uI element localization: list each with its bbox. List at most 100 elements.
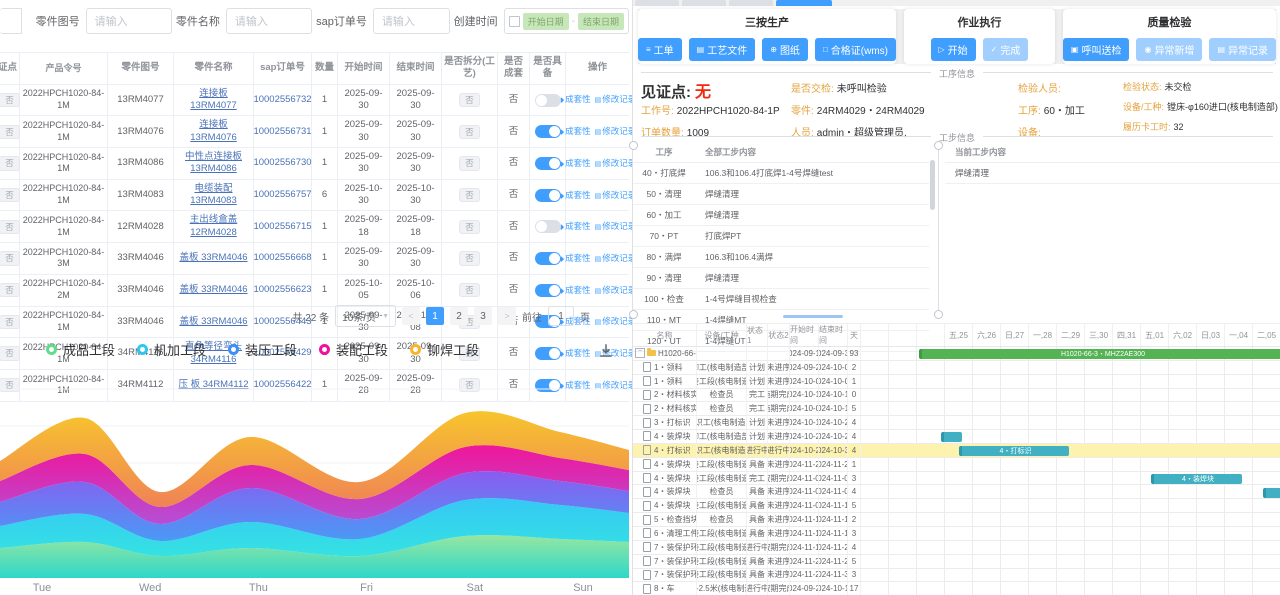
step-row[interactable]: 50・清理 焊缝清理	[633, 184, 929, 205]
tab-2[interactable]	[682, 0, 726, 6]
button-异常记录[interactable]: ▤ 异常记录	[1209, 38, 1276, 61]
action-link-edit-record[interactable]: ▤修改记录	[594, 379, 637, 390]
ready-toggle[interactable]	[534, 283, 561, 297]
horizontal-scrollbar-thumb[interactable]	[783, 315, 843, 318]
collapse-icon[interactable]: −	[635, 348, 645, 359]
split-badge-button[interactable]: 否	[459, 346, 480, 361]
legend-item-机加工段[interactable]: 机加工段	[137, 340, 206, 359]
action-link-edit-record[interactable]: ▤修改记录	[594, 221, 637, 232]
gantt-row[interactable]: 4・装焊块焊接工段(核电制造部)具备未进序2024-11-092024-11-1…	[633, 499, 1280, 514]
gantt-row[interactable]: 2・材料核实检查员完工拖期完成2024-10-102024-10-100	[633, 388, 1280, 403]
gantt-row[interactable]: 4・装焊块焊接工段(核电制造部)完工按期完成2024-11-022024-11-…	[633, 471, 1280, 486]
button-开始[interactable]: ▷ 开始	[930, 38, 976, 61]
part-name-input[interactable]: 请输入	[225, 8, 313, 34]
next-page-button[interactable]: >	[498, 307, 516, 325]
table-row[interactable]: 否 2022HPCH1020-84-1M 13RM4083 电缆装配 13RM4083…	[0, 179, 636, 212]
action-link-set-completeness[interactable]: ◆成套性	[558, 284, 591, 295]
table-row[interactable]: 否 2022HPCH1020-84-1M 12RM4028 主出线盒盖 12RM402…	[0, 211, 636, 244]
action-link-set-completeness[interactable]: ◆成套性	[558, 379, 591, 390]
step-row[interactable]: 110・MT 1-4焊缝MT	[633, 310, 929, 331]
gantt-bar[interactable]: 4・装焊块	[1151, 473, 1242, 484]
witness-badge[interactable]: 否	[0, 188, 20, 203]
ready-toggle[interactable]	[534, 156, 561, 170]
page-number-1[interactable]: 1	[426, 307, 444, 325]
legend-item-铆焊工段[interactable]: 铆焊工段	[410, 340, 479, 359]
step-row[interactable]: 100・检查 1-4号焊缝目视检查	[633, 289, 929, 310]
ready-toggle[interactable]	[534, 347, 561, 361]
button-合格证(wms)[interactable]: □ 合格证(wms)	[814, 38, 896, 61]
legend-item-装压工段[interactable]: 装压工段	[228, 340, 297, 359]
step-row[interactable]: 120・UT 1-4焊缝UT	[633, 331, 929, 352]
action-link-set-completeness[interactable]: ◆成套性	[558, 189, 591, 200]
witness-badge[interactable]: 否	[0, 219, 20, 234]
ready-toggle[interactable]	[534, 220, 561, 234]
witness-badge[interactable]: 否	[0, 314, 20, 329]
gantt-bar[interactable]	[941, 432, 962, 443]
witness-badge[interactable]: 否	[0, 251, 20, 266]
steps-scrollbar-thumb[interactable]	[930, 160, 935, 210]
gantt-row[interactable]: 4・装焊块铆工(核电制造部)计划未进序2024-10-222024-10-264	[633, 430, 1280, 444]
action-link-edit-record[interactable]: ▤修改记录	[594, 94, 637, 105]
table-row[interactable]: 否 2022HPCH1020-84-3M 33RM4046 盖板 33RM4046 10…	[0, 243, 636, 275]
action-link-set-completeness[interactable]: ◆成套性	[558, 316, 591, 327]
split-badge-button[interactable]: 否	[459, 283, 480, 298]
splitter-handle[interactable]	[629, 310, 638, 319]
split-badge-button[interactable]: 否	[459, 92, 480, 108]
gantt-row[interactable]: − H1020-66-3・MHZ2AE300 2024-09-182024-09-3…	[633, 347, 1280, 361]
split-badge-button[interactable]: 否	[459, 188, 480, 203]
table-row[interactable]: 否 2022HPCH1020-84-2M 33RM4046 盖板 33RM4046 10…	[0, 274, 636, 307]
splitter-handle[interactable]	[934, 141, 943, 150]
gantt-bar[interactable]: H1020-66-3・MHZ2AE300	[919, 349, 1280, 359]
gantt-bar[interactable]	[1263, 487, 1280, 498]
action-link-edit-record[interactable]: ▤修改记录	[594, 189, 637, 200]
sap-order-input[interactable]: 请输入	[372, 8, 450, 34]
action-link-set-completeness[interactable]: ◆成套性	[558, 252, 591, 263]
action-link-edit-record[interactable]: ▤修改记录	[594, 347, 637, 358]
legend-item-成品工段[interactable]: 成品工段	[46, 340, 115, 359]
action-link-edit-record[interactable]: ▤修改记录	[594, 126, 637, 137]
date-start-pill[interactable]: 开始日期	[522, 12, 569, 30]
action-link-set-completeness[interactable]: ◆成套性	[558, 221, 591, 232]
download-icon[interactable]	[597, 342, 615, 360]
split-badge-button[interactable]: 否	[459, 156, 480, 171]
date-range-picker[interactable]: 开始日期 - 结束日期	[503, 8, 629, 34]
action-link-set-completeness[interactable]: ◆成套性	[558, 157, 591, 168]
button-呼叫送检[interactable]: ▣ 呼叫送检	[1062, 38, 1130, 61]
gantt-row[interactable]: 3・打标识标识工(核电制造部)计划未进序2024-10-182024-10-22…	[633, 416, 1280, 431]
tab-3[interactable]	[729, 0, 773, 6]
part-drawing-input[interactable]: 请输入	[85, 8, 172, 34]
witness-badge[interactable]: 否	[0, 283, 20, 298]
action-link-set-completeness[interactable]: ◆成套性	[558, 94, 591, 105]
split-badge-button[interactable]: 否	[459, 219, 480, 234]
goto-page-input[interactable]: 1	[548, 306, 574, 326]
button-工艺文件[interactable]: ▤ 工艺文件	[688, 38, 756, 61]
gantt-row[interactable]: 4・装焊块焊接工段(核电制造部)具备未进序2024-11-282024-11-2…	[633, 457, 1280, 472]
gantt-row[interactable]: 1・领料 焊接工段(核电制造部)计划未进序2024-10-042024-10-05…	[633, 374, 1280, 389]
prev-page-button[interactable]: <	[402, 307, 420, 325]
gantt-row[interactable]: 8・车 立车-2.5米(核电制造部)进行中按期完成2024-09-252024-1…	[633, 582, 1280, 595]
ready-toggle[interactable]	[534, 93, 561, 107]
gantt-row[interactable]: 4・装焊块检查员具备未进序2024-11-052024-11-094	[633, 485, 1280, 500]
button-图纸[interactable]: ⊕ 图纸	[762, 38, 808, 61]
gantt-row[interactable]: 5・检查挡块全焊外径检查员具备未进序2024-11-142024-11-162	[633, 513, 1280, 527]
ready-toggle[interactable]	[534, 188, 561, 202]
page-size-select[interactable]: 10条/页 ▼	[335, 305, 396, 327]
gantt-bar[interactable]: 4・打标识	[959, 445, 1069, 456]
action-link-edit-record[interactable]: ▤修改记录	[594, 157, 637, 168]
clipped-filter-input[interactable]	[0, 8, 22, 34]
gantt-row[interactable]: 7・装保护环焊接工段(核电制造部)具备未进序2024-11-272024-11-…	[633, 568, 1280, 583]
gantt-row[interactable]: 6・清理工件焊接工段(核电制造部)具备未进序2024-11-162024-11-…	[633, 526, 1280, 541]
table-row[interactable]: 否 2022HPCH1020-84-1M 13RM4077 连接板 13RM4077 1…	[0, 84, 636, 117]
ready-toggle[interactable]	[534, 125, 561, 139]
step-row[interactable]: 80・满焊 106.3和106.4满焊	[633, 247, 929, 268]
witness-badge[interactable]: 否	[0, 92, 20, 108]
table-row[interactable]: 否 2022HPCH1020-84-1M 13RM4086 中性点连接板 13RM40…	[0, 148, 636, 180]
action-link-set-completeness[interactable]: ◆成套性	[558, 347, 591, 358]
tab-active[interactable]	[776, 0, 832, 6]
split-badge-button[interactable]: 否	[459, 251, 480, 266]
action-link-set-completeness[interactable]: ◆成套性	[558, 126, 591, 137]
gantt-row[interactable]: 7・装保护环焊接工段(核电制造部)进行中按期完成2024-11-192024-1…	[633, 540, 1280, 555]
table-row[interactable]: 否 2022HPCH1020-84-1M 34RM4112 压 板 34RM4112 1…	[0, 369, 636, 402]
gantt-row[interactable]: 7・装保护环焊接工段(核电制造部)具备未进序2024-11-222024-11-…	[633, 554, 1280, 569]
step-row[interactable]: 60・加工 焊缝清理	[633, 205, 929, 226]
